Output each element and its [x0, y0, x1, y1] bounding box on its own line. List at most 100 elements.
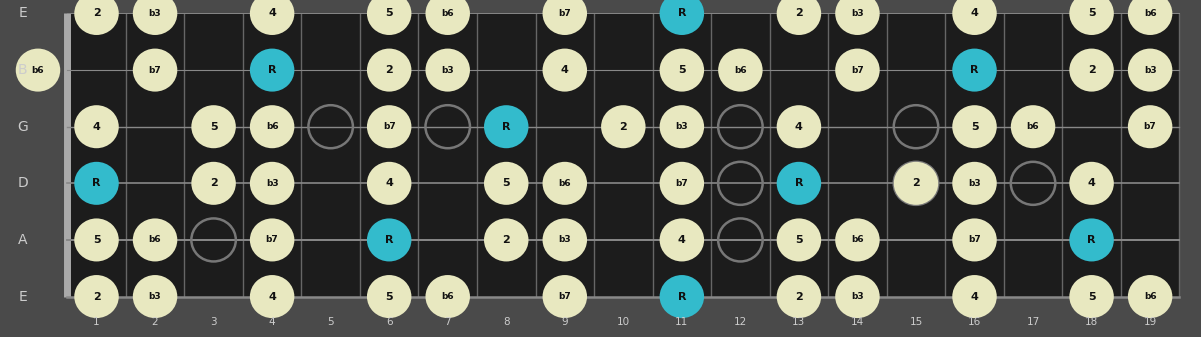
Text: 8: 8	[503, 317, 509, 327]
Text: 13: 13	[793, 317, 806, 327]
Ellipse shape	[74, 105, 119, 148]
Text: b6: b6	[1027, 122, 1039, 131]
Text: R: R	[386, 235, 394, 245]
Ellipse shape	[425, 49, 470, 92]
Ellipse shape	[16, 49, 60, 92]
Ellipse shape	[425, 275, 470, 318]
Text: G: G	[18, 120, 28, 134]
Text: 7: 7	[444, 317, 452, 327]
Text: b6: b6	[31, 66, 44, 74]
Text: 2: 2	[795, 8, 802, 19]
Ellipse shape	[777, 218, 821, 262]
Text: A: A	[18, 233, 28, 247]
Text: 19: 19	[1143, 317, 1157, 327]
Ellipse shape	[191, 162, 235, 205]
Text: 11: 11	[675, 317, 688, 327]
Text: b6: b6	[558, 179, 572, 188]
Ellipse shape	[952, 105, 997, 148]
Text: 2: 2	[620, 122, 627, 132]
Text: D: D	[18, 176, 28, 190]
Ellipse shape	[74, 0, 119, 35]
Text: b7: b7	[149, 66, 161, 74]
Text: 4: 4	[677, 235, 686, 245]
Text: R: R	[92, 178, 101, 188]
Ellipse shape	[543, 0, 587, 35]
Text: 16: 16	[968, 317, 981, 327]
Text: 14: 14	[850, 317, 864, 327]
Ellipse shape	[368, 162, 412, 205]
Ellipse shape	[952, 275, 997, 318]
Text: b7: b7	[558, 9, 572, 18]
Text: R: R	[1087, 235, 1095, 245]
Text: 5: 5	[328, 317, 334, 327]
Text: 1: 1	[94, 317, 100, 327]
Ellipse shape	[484, 218, 528, 262]
FancyBboxPatch shape	[67, 13, 1179, 297]
Ellipse shape	[133, 218, 178, 262]
Text: 5: 5	[92, 235, 101, 245]
Text: b7: b7	[558, 292, 572, 301]
Text: 12: 12	[734, 317, 747, 327]
Text: R: R	[502, 122, 510, 132]
Ellipse shape	[1128, 105, 1172, 148]
Text: 4: 4	[386, 178, 393, 188]
Ellipse shape	[659, 105, 704, 148]
Text: 2: 2	[912, 178, 920, 188]
Text: 4: 4	[269, 317, 275, 327]
Ellipse shape	[368, 49, 412, 92]
Ellipse shape	[952, 162, 997, 205]
Text: b3: b3	[442, 66, 454, 74]
Text: R: R	[677, 8, 686, 19]
Text: b6: b6	[1143, 9, 1157, 18]
Ellipse shape	[250, 162, 294, 205]
Text: 2: 2	[92, 292, 101, 302]
Text: b6: b6	[265, 122, 279, 131]
Text: 4: 4	[1088, 178, 1095, 188]
Text: 2: 2	[502, 235, 510, 245]
Text: b6: b6	[442, 9, 454, 18]
Text: E: E	[18, 6, 28, 21]
Ellipse shape	[659, 0, 704, 35]
Text: 5: 5	[386, 292, 393, 302]
Ellipse shape	[718, 49, 763, 92]
Ellipse shape	[543, 275, 587, 318]
Ellipse shape	[133, 49, 178, 92]
Text: 4: 4	[970, 8, 979, 19]
Ellipse shape	[74, 218, 119, 262]
Ellipse shape	[368, 105, 412, 148]
Text: 2: 2	[795, 292, 802, 302]
Text: B: B	[18, 63, 28, 77]
Ellipse shape	[659, 49, 704, 92]
Ellipse shape	[835, 49, 879, 92]
Text: b7: b7	[852, 66, 864, 74]
Text: 2: 2	[1088, 65, 1095, 75]
Ellipse shape	[835, 218, 879, 262]
Ellipse shape	[74, 162, 119, 205]
Text: b3: b3	[149, 9, 161, 18]
Ellipse shape	[425, 0, 470, 35]
Text: b6: b6	[442, 292, 454, 301]
Text: b6: b6	[734, 66, 747, 74]
Text: b3: b3	[852, 9, 864, 18]
Ellipse shape	[543, 49, 587, 92]
Ellipse shape	[952, 49, 997, 92]
Text: 9: 9	[562, 317, 568, 327]
Ellipse shape	[777, 275, 821, 318]
Ellipse shape	[74, 275, 119, 318]
Ellipse shape	[543, 218, 587, 262]
Text: 17: 17	[1027, 317, 1040, 327]
Text: 2: 2	[92, 8, 101, 19]
Ellipse shape	[484, 162, 528, 205]
Text: 5: 5	[386, 8, 393, 19]
Ellipse shape	[543, 162, 587, 205]
Text: b6: b6	[852, 236, 864, 244]
Text: b3: b3	[149, 292, 161, 301]
Ellipse shape	[1069, 162, 1113, 205]
Text: 5: 5	[970, 122, 979, 132]
Text: 5: 5	[679, 65, 686, 75]
Ellipse shape	[952, 218, 997, 262]
Ellipse shape	[659, 218, 704, 262]
Text: R: R	[970, 65, 979, 75]
Ellipse shape	[250, 218, 294, 262]
Text: E: E	[18, 289, 28, 304]
